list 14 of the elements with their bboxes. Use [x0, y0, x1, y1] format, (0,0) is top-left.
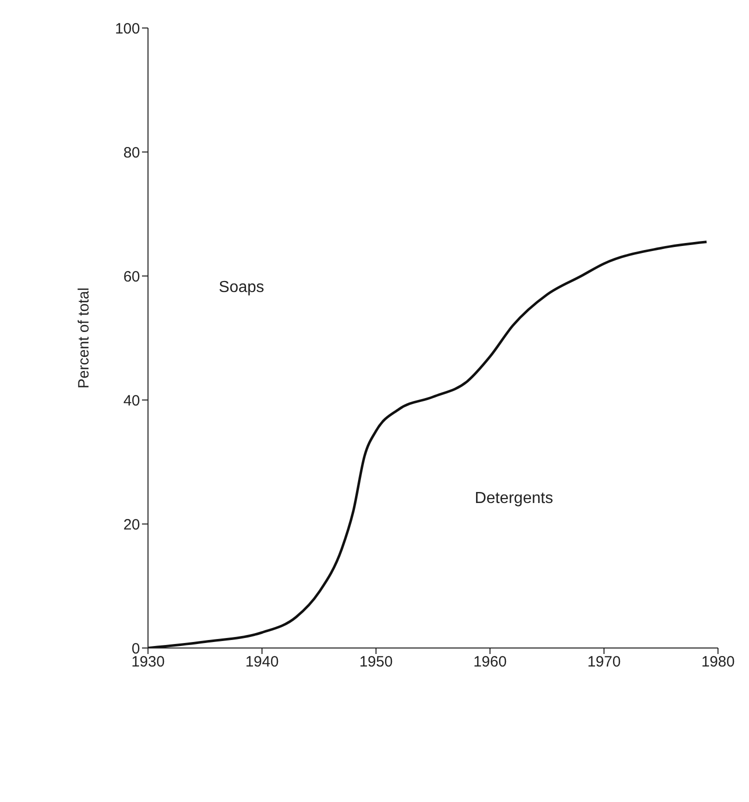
y-tick-label: 80: [123, 144, 140, 162]
line-series: [148, 240, 708, 648]
annotation: Detergents: [474, 490, 554, 508]
y-tick-label: 40: [123, 392, 140, 410]
x-tick-label: 1950: [359, 654, 393, 671]
y-tick-label: 100: [114, 20, 140, 38]
y-tick-label: 60: [123, 268, 140, 286]
y-tick-label: 20: [123, 516, 140, 534]
x-tick-label: 1960: [473, 654, 507, 671]
x-tick-label: 1970: [587, 654, 621, 671]
x-tick-label: 1980: [701, 654, 735, 671]
x-tick-label: 1940: [245, 654, 279, 671]
annotation: Soaps: [218, 278, 264, 297]
y-axis-title: Percent of total: [75, 288, 92, 388]
